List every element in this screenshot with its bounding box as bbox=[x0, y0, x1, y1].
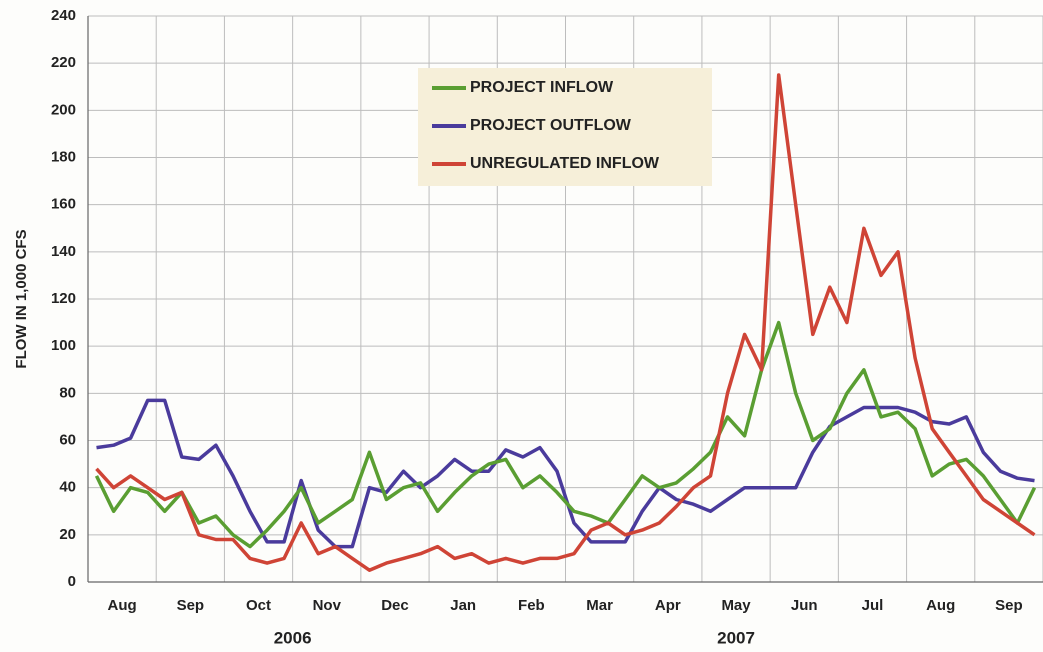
y-axis-label: FLOW IN 1,000 CFS bbox=[13, 229, 30, 368]
x-tick-label: Jul bbox=[862, 597, 884, 614]
x-tick-label: Sep bbox=[177, 597, 205, 614]
y-tick-label: 0 bbox=[68, 573, 76, 590]
legend-label: PROJECT OUTFLOW bbox=[470, 117, 632, 134]
x-tick-label: Aug bbox=[108, 597, 137, 614]
y-tick-label: 100 bbox=[51, 337, 76, 354]
x-tick-label: May bbox=[721, 597, 751, 614]
y-tick-label: 140 bbox=[51, 243, 76, 260]
y-tick-label: 180 bbox=[51, 148, 76, 165]
x-tick-label: Dec bbox=[381, 597, 409, 614]
x-tick-label: Aug bbox=[926, 597, 955, 614]
y-tick-label: 40 bbox=[59, 479, 76, 496]
y-tick-label: 60 bbox=[59, 431, 76, 448]
y-tick-label: 200 bbox=[51, 101, 76, 118]
year-label: 2006 bbox=[274, 628, 312, 647]
series-line bbox=[94, 320, 1037, 549]
x-tick-label: Oct bbox=[246, 597, 271, 614]
y-tick-label: 220 bbox=[51, 54, 76, 71]
y-tick-label: 120 bbox=[51, 290, 76, 307]
y-tick-label: 240 bbox=[51, 7, 76, 24]
x-tick-label: Mar bbox=[586, 597, 613, 614]
x-tick-label: Jun bbox=[791, 597, 818, 614]
y-tick-label: 80 bbox=[59, 384, 76, 401]
x-tick-label: Jan bbox=[450, 597, 476, 614]
x-tick-label: Sep bbox=[995, 597, 1023, 614]
year-label: 2007 bbox=[717, 628, 755, 647]
legend-label: UNREGULATED INFLOW bbox=[470, 155, 660, 172]
legend-box bbox=[418, 68, 712, 186]
x-tick-label: Apr bbox=[655, 597, 681, 614]
y-tick-label: 20 bbox=[59, 526, 76, 543]
y-tick-label: 160 bbox=[51, 196, 76, 213]
legend-label: PROJECT INFLOW bbox=[470, 79, 614, 96]
legend: PROJECT INFLOW PROJECT OUTFLOW UNREGULATED… bbox=[418, 68, 712, 186]
series-line bbox=[95, 73, 1036, 572]
x-tick-label: Nov bbox=[313, 597, 342, 614]
x-tick-label: Feb bbox=[518, 597, 545, 614]
